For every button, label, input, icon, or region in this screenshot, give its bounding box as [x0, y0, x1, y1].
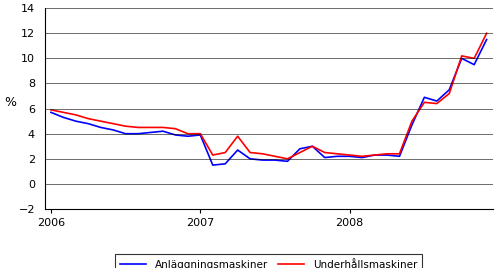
- Anläggningsmaskiner: [484, 38, 490, 41]
- Anläggningsmaskiner: [309, 145, 315, 148]
- Anläggningsmaskiner: [259, 158, 265, 162]
- Anläggningsmaskiner: [384, 154, 390, 157]
- Underhållsmaskiner: [160, 126, 166, 129]
- Underhållsmaskiner: [284, 157, 290, 161]
- Anläggningsmaskiner: [446, 88, 452, 91]
- Underhållsmaskiner: [297, 151, 303, 154]
- Anläggningsmaskiner: [247, 157, 253, 161]
- Underhållsmaskiner: [135, 126, 141, 129]
- Underhållsmaskiner: [322, 151, 328, 154]
- Underhållsmaskiner: [347, 154, 353, 157]
- Anläggningsmaskiner: [85, 122, 91, 125]
- Anläggningsmaskiner: [160, 130, 166, 133]
- Anläggningsmaskiner: [61, 116, 67, 119]
- Underhållsmaskiner: [197, 132, 203, 135]
- Anläggningsmaskiner: [235, 148, 241, 152]
- Underhållsmaskiner: [471, 57, 477, 60]
- Underhållsmaskiner: [446, 92, 452, 95]
- Anläggningsmaskiner: [359, 156, 365, 159]
- Anläggningsmaskiner: [73, 120, 79, 123]
- Anläggningsmaskiner: [222, 162, 228, 165]
- Anläggningsmaskiner: [297, 147, 303, 150]
- Y-axis label: %: %: [4, 96, 16, 109]
- Underhållsmaskiner: [359, 155, 365, 158]
- Underhållsmaskiner: [334, 152, 340, 155]
- Anläggningsmaskiner: [272, 158, 278, 162]
- Underhållsmaskiner: [73, 113, 79, 117]
- Line: Anläggningsmaskiner: Anläggningsmaskiner: [51, 40, 487, 165]
- Anläggningsmaskiner: [48, 111, 54, 114]
- Anläggningsmaskiner: [123, 132, 129, 135]
- Anläggningsmaskiner: [172, 133, 178, 137]
- Underhållsmaskiner: [372, 154, 378, 157]
- Anläggningsmaskiner: [148, 131, 154, 134]
- Anläggningsmaskiner: [421, 96, 427, 99]
- Underhållsmaskiner: [259, 152, 265, 155]
- Anläggningsmaskiner: [322, 156, 328, 159]
- Underhållsmaskiner: [409, 120, 415, 123]
- Underhållsmaskiner: [421, 101, 427, 104]
- Underhållsmaskiner: [222, 151, 228, 154]
- Anläggningsmaskiner: [397, 155, 403, 158]
- Underhållsmaskiner: [247, 151, 253, 154]
- Underhållsmaskiner: [235, 135, 241, 138]
- Anläggningsmaskiner: [98, 126, 104, 129]
- Anläggningsmaskiner: [135, 132, 141, 135]
- Line: Underhållsmaskiner: Underhållsmaskiner: [51, 33, 487, 159]
- Underhållsmaskiner: [309, 145, 315, 148]
- Anläggningsmaskiner: [372, 154, 378, 157]
- Underhållsmaskiner: [123, 125, 129, 128]
- Underhållsmaskiner: [110, 122, 116, 125]
- Underhållsmaskiner: [98, 120, 104, 123]
- Underhållsmaskiner: [185, 132, 191, 135]
- Anläggningsmaskiner: [409, 123, 415, 126]
- Anläggningsmaskiner: [185, 135, 191, 138]
- Anläggningsmaskiner: [110, 128, 116, 132]
- Underhållsmaskiner: [397, 152, 403, 155]
- Legend: Anläggningsmaskiner, Underhållsmaskiner: Anläggningsmaskiner, Underhållsmaskiner: [115, 254, 422, 268]
- Underhållsmaskiner: [148, 126, 154, 129]
- Underhållsmaskiner: [172, 127, 178, 130]
- Anläggningsmaskiner: [210, 163, 216, 167]
- Anläggningsmaskiner: [284, 160, 290, 163]
- Underhållsmaskiner: [459, 54, 465, 57]
- Anläggningsmaskiner: [459, 57, 465, 60]
- Underhållsmaskiner: [210, 154, 216, 157]
- Underhållsmaskiner: [85, 117, 91, 120]
- Underhållsmaskiner: [434, 102, 440, 105]
- Underhållsmaskiner: [384, 152, 390, 155]
- Anläggningsmaskiner: [197, 133, 203, 137]
- Underhållsmaskiner: [484, 32, 490, 35]
- Anläggningsmaskiner: [334, 155, 340, 158]
- Underhållsmaskiner: [48, 108, 54, 111]
- Anläggningsmaskiner: [434, 99, 440, 103]
- Underhållsmaskiner: [272, 155, 278, 158]
- Anläggningsmaskiner: [347, 155, 353, 158]
- Underhållsmaskiner: [61, 111, 67, 114]
- Anläggningsmaskiner: [471, 63, 477, 66]
